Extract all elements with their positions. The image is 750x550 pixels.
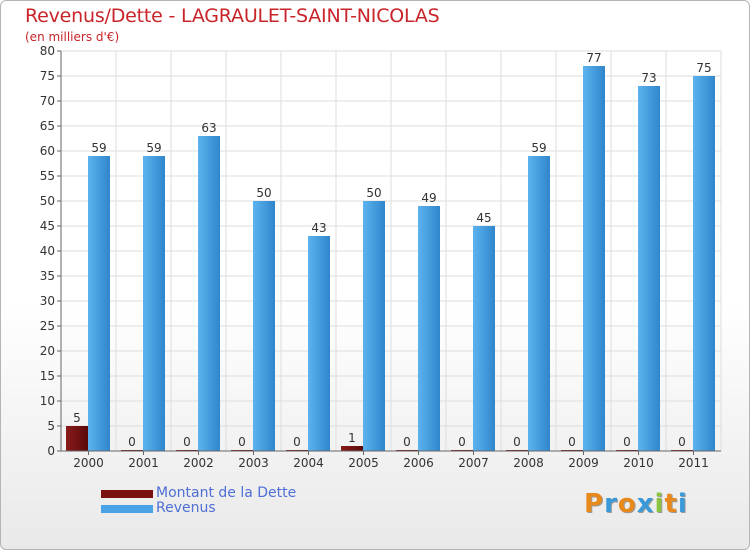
data-label-dette-2009: 0 — [568, 435, 576, 449]
data-label-revenus-2011: 75 — [696, 61, 711, 75]
logo-letter: r — [604, 489, 618, 519]
logo-letter: x — [636, 489, 655, 519]
y-tick-label: 40 — [40, 244, 55, 258]
legend-swatch-dette — [101, 490, 153, 498]
data-label-dette-2011: 0 — [678, 435, 686, 449]
y-tick-label: 0 — [47, 444, 55, 458]
x-tick-label: 2000 — [73, 456, 104, 470]
legend-label-revenus: Revenus — [156, 500, 216, 516]
data-label-revenus-2004: 43 — [311, 221, 326, 235]
logo-letter: i — [677, 489, 688, 519]
data-label-revenus-2010: 73 — [641, 71, 656, 85]
x-tick-label: 2001 — [128, 456, 159, 470]
data-label-revenus-2005: 50 — [366, 186, 381, 200]
data-label-dette-2010: 0 — [623, 435, 631, 449]
bar-revenus-2002 — [198, 136, 220, 451]
bar-dette-2005 — [341, 446, 363, 451]
chart-subtitle: (en milliers d'€) — [25, 30, 120, 44]
bar-revenus-2006 — [418, 206, 440, 451]
data-label-dette-2001: 0 — [128, 435, 136, 449]
y-tick-label: 70 — [40, 94, 55, 108]
proxiti-logo: Proxiti — [584, 489, 688, 519]
data-label-dette-2008: 0 — [513, 435, 521, 449]
y-tick-label: 20 — [40, 344, 55, 358]
legend-label-dette: Montant de la Dette — [156, 485, 297, 501]
axes — [57, 50, 721, 455]
data-label-revenus-2007: 45 — [476, 211, 491, 225]
x-tick-label: 2011 — [678, 456, 709, 470]
logo-letter: o — [617, 489, 637, 519]
data-label-dette-2005: 1 — [348, 431, 356, 445]
labels: 0510152025303540455055606570758055920000… — [40, 44, 712, 470]
data-label-dette-2003: 0 — [238, 435, 246, 449]
bar-revenus-2008 — [528, 156, 550, 451]
y-tick-label: 65 — [40, 119, 55, 133]
bar-dette-2000 — [66, 426, 88, 451]
x-tick-label: 2004 — [293, 456, 324, 470]
bar-revenus-2001 — [143, 156, 165, 451]
x-tick-label: 2005 — [348, 456, 379, 470]
bar-revenus-2007 — [473, 226, 495, 451]
bar-revenus-2003 — [253, 201, 275, 451]
bars — [66, 66, 715, 451]
x-tick-label: 2009 — [568, 456, 599, 470]
bar-revenus-2004 — [308, 236, 330, 451]
x-tick-label: 2006 — [403, 456, 434, 470]
y-tick-label: 15 — [40, 369, 55, 383]
logo-letter: t — [664, 489, 678, 519]
y-tick-label: 5 — [47, 419, 55, 433]
x-tick-label: 2007 — [458, 456, 489, 470]
bar-revenus-2010 — [638, 86, 660, 451]
data-label-revenus-2001: 59 — [146, 141, 161, 155]
bar-revenus-2009 — [583, 66, 605, 451]
data-label-revenus-2000: 59 — [91, 141, 106, 155]
bar-revenus-2005 — [363, 201, 385, 451]
x-tick-label: 2002 — [183, 456, 214, 470]
data-label-dette-2000: 5 — [73, 411, 81, 425]
y-tick-label: 80 — [40, 44, 55, 58]
y-tick-label: 30 — [40, 294, 55, 308]
x-tick-label: 2008 — [513, 456, 544, 470]
bar-revenus-2011 — [693, 76, 715, 451]
data-label-dette-2007: 0 — [458, 435, 466, 449]
chart-title: Revenus/Dette - LAGRAULET-SAINT-NICOLAS — [25, 5, 440, 27]
legend-swatch-revenus — [101, 505, 153, 513]
x-tick-label: 2010 — [623, 456, 654, 470]
y-tick-label: 50 — [40, 194, 55, 208]
bar-revenus-2000 — [88, 156, 110, 451]
y-tick-label: 25 — [40, 319, 55, 333]
y-tick-label: 60 — [40, 144, 55, 158]
y-tick-label: 55 — [40, 169, 55, 183]
y-tick-label: 35 — [40, 269, 55, 283]
y-tick-label: 10 — [40, 394, 55, 408]
data-label-revenus-2009: 77 — [586, 51, 601, 65]
data-label-dette-2006: 0 — [403, 435, 411, 449]
data-label-dette-2002: 0 — [183, 435, 191, 449]
data-label-revenus-2008: 59 — [531, 141, 546, 155]
data-label-revenus-2002: 63 — [201, 121, 216, 135]
x-tick-label: 2003 — [238, 456, 269, 470]
data-label-dette-2004: 0 — [293, 435, 301, 449]
data-label-revenus-2003: 50 — [256, 186, 271, 200]
grid-lines — [60, 50, 722, 452]
logo-letter: P — [584, 489, 605, 519]
logo-letter: i — [654, 489, 665, 519]
y-tick-label: 45 — [40, 219, 55, 233]
data-label-revenus-2006: 49 — [421, 191, 436, 205]
y-tick-label: 75 — [40, 69, 55, 83]
